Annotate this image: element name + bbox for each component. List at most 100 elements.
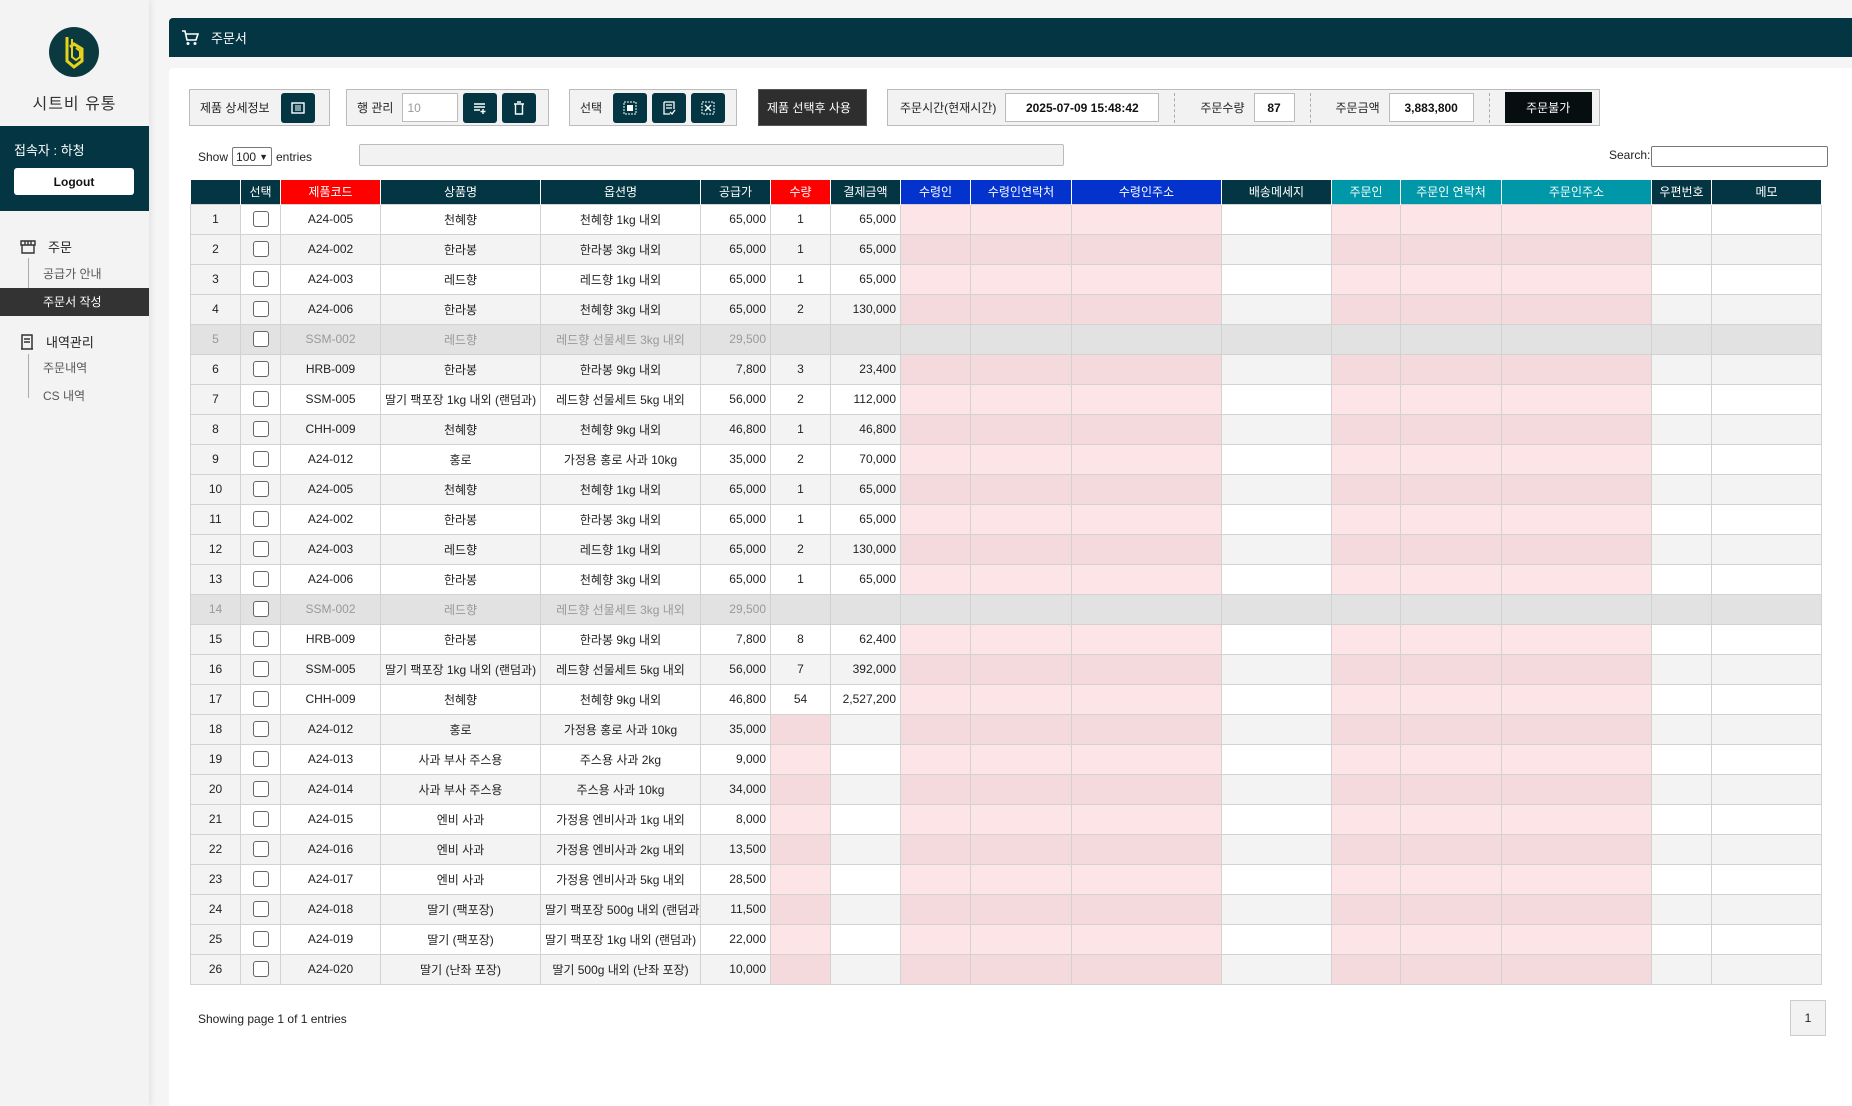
recipient-address-cell[interactable] — [1071, 893, 1222, 925]
orderer-phone-cell[interactable] — [1400, 503, 1502, 535]
recipient-phone-cell[interactable] — [970, 503, 1072, 535]
orderer-phone-cell[interactable] — [1400, 773, 1502, 805]
orderer-cell[interactable] — [1331, 863, 1401, 895]
orderer-phone-cell[interactable] — [1400, 863, 1502, 895]
row-checkbox[interactable] — [252, 391, 269, 407]
recipient-cell[interactable] — [900, 923, 971, 955]
table-row[interactable]: 5 SSM-002 레드향 레드향 선물세트 3kg 내외 29,500 — [190, 323, 1822, 355]
table-row[interactable]: 24 A24-018 딸기 (팩포장) 딸기 팩포장 500g 내외 (랜덤과) 11,… — [190, 893, 1822, 925]
select-cell[interactable] — [240, 923, 281, 955]
select-cell[interactable] — [240, 713, 281, 745]
row-checkbox[interactable] — [252, 331, 269, 347]
row-checkbox[interactable] — [252, 541, 269, 557]
row-checkbox[interactable] — [252, 781, 269, 797]
orderer-cell[interactable] — [1331, 353, 1401, 385]
column-header[interactable]: 수령인연락처 — [970, 180, 1072, 204]
orderer-address-cell[interactable] — [1501, 803, 1652, 835]
quantity-cell[interactable]: 1 — [770, 413, 831, 445]
postal-code-cell[interactable] — [1651, 863, 1712, 895]
orderer-phone-cell[interactable] — [1400, 233, 1502, 265]
recipient-phone-cell[interactable] — [970, 833, 1072, 865]
quantity-cell[interactable]: 2 — [770, 443, 831, 475]
row-checkbox[interactable] — [252, 661, 269, 677]
row-count-input[interactable]: 10 — [402, 93, 459, 122]
quantity-cell[interactable] — [770, 863, 831, 895]
recipient-address-cell[interactable] — [1071, 563, 1222, 595]
memo-cell[interactable] — [1711, 323, 1822, 355]
memo-cell[interactable] — [1711, 623, 1822, 655]
quantity-cell[interactable]: 2 — [770, 293, 831, 325]
delivery-message-cell[interactable] — [1221, 293, 1332, 325]
orderer-cell[interactable] — [1331, 683, 1401, 715]
quantity-cell[interactable] — [770, 953, 831, 985]
orderer-cell[interactable] — [1331, 923, 1401, 955]
select-cell[interactable] — [240, 623, 281, 655]
menu-order[interactable]: 주문 — [20, 237, 72, 256]
delivery-message-cell[interactable] — [1221, 563, 1332, 595]
orderer-address-cell[interactable] — [1501, 413, 1652, 445]
column-header[interactable]: 주문인 연락처 — [1400, 180, 1502, 204]
column-header[interactable]: 제품코드 — [280, 180, 381, 204]
memo-cell[interactable] — [1711, 743, 1822, 775]
quantity-cell[interactable] — [770, 803, 831, 835]
select-cell[interactable] — [240, 533, 281, 565]
table-row[interactable]: 16 SSM-005 딸기 팩포장 1kg 내외 (랜덤과) 레드향 선물세트 5kg… — [190, 653, 1822, 685]
orderer-phone-cell[interactable] — [1400, 323, 1502, 355]
orderer-address-cell[interactable] — [1501, 353, 1652, 385]
postal-code-cell[interactable] — [1651, 653, 1712, 685]
deselect-button[interactable] — [691, 92, 726, 123]
recipient-address-cell[interactable] — [1071, 803, 1222, 835]
row-checkbox[interactable] — [252, 241, 269, 257]
postal-code-cell[interactable] — [1651, 593, 1712, 625]
orderer-phone-cell[interactable] — [1400, 353, 1502, 385]
recipient-phone-cell[interactable] — [970, 743, 1072, 775]
quantity-cell[interactable]: 1 — [770, 473, 831, 505]
quantity-cell[interactable]: 2 — [770, 533, 831, 565]
recipient-cell[interactable] — [900, 233, 971, 265]
recipient-cell[interactable] — [900, 893, 971, 925]
recipient-cell[interactable] — [900, 623, 971, 655]
delivery-message-cell[interactable] — [1221, 353, 1332, 385]
orderer-cell[interactable] — [1331, 593, 1401, 625]
memo-cell[interactable] — [1711, 293, 1822, 325]
add-rows-button[interactable] — [463, 92, 498, 123]
orderer-phone-cell[interactable] — [1400, 623, 1502, 655]
row-checkbox[interactable] — [252, 451, 269, 467]
orderer-address-cell[interactable] — [1501, 923, 1652, 955]
recipient-phone-cell[interactable] — [970, 803, 1072, 835]
recipient-address-cell[interactable] — [1071, 833, 1222, 865]
row-checkbox[interactable] — [252, 721, 269, 737]
recipient-cell[interactable] — [900, 473, 971, 505]
quantity-cell[interactable]: 1 — [770, 263, 831, 295]
column-header[interactable]: 주문인 — [1331, 180, 1401, 204]
orderer-address-cell[interactable] — [1501, 443, 1652, 475]
postal-code-cell[interactable] — [1651, 773, 1712, 805]
orderer-phone-cell[interactable] — [1400, 803, 1502, 835]
postal-code-cell[interactable] — [1651, 743, 1712, 775]
orderer-cell[interactable] — [1331, 893, 1401, 925]
orderer-cell[interactable] — [1331, 383, 1401, 415]
orderer-cell[interactable] — [1331, 473, 1401, 505]
table-row[interactable]: 2 A24-002 한라봉 한라봉 3kg 내외 65,000 1 65,000 — [190, 233, 1822, 265]
postal-code-cell[interactable] — [1651, 953, 1712, 985]
postal-code-cell[interactable] — [1651, 893, 1712, 925]
quantity-cell[interactable] — [770, 593, 831, 625]
row-checkbox[interactable] — [252, 901, 269, 917]
delivery-message-cell[interactable] — [1221, 713, 1332, 745]
orderer-address-cell[interactable] — [1501, 473, 1652, 505]
table-row[interactable]: 26 A24-020 딸기 (난좌 포장) 딸기 500g 내외 (난좌 포장) 10,… — [190, 953, 1822, 985]
delivery-message-cell[interactable] — [1221, 953, 1332, 985]
table-row[interactable]: 6 HRB-009 한라봉 한라봉 9kg 내외 7,800 3 23,400 — [190, 353, 1822, 385]
select-cell[interactable] — [240, 413, 281, 445]
select-cell[interactable] — [240, 323, 281, 355]
orderer-address-cell[interactable] — [1501, 683, 1652, 715]
memo-cell[interactable] — [1711, 383, 1822, 415]
select-cell[interactable] — [240, 653, 281, 685]
memo-cell[interactable] — [1711, 533, 1822, 565]
recipient-address-cell[interactable] — [1071, 953, 1222, 985]
orderer-cell[interactable] — [1331, 713, 1401, 745]
memo-cell[interactable] — [1711, 233, 1822, 265]
recipient-address-cell[interactable] — [1071, 263, 1222, 295]
orderer-phone-cell[interactable] — [1400, 263, 1502, 295]
search-input[interactable] — [1651, 146, 1828, 167]
